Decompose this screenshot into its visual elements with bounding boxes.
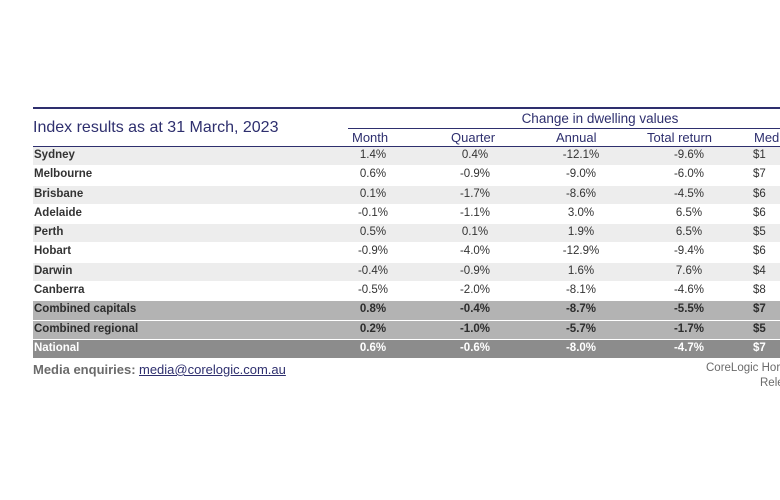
cell-median: $6	[753, 245, 766, 258]
cell-median: $7	[753, 341, 766, 354]
cell-quarter: -1.1%	[459, 206, 491, 219]
top-rule	[33, 107, 780, 109]
cell-total-return: -4.6%	[673, 284, 705, 297]
source-note-line1: CoreLogic Hor	[706, 362, 780, 374]
row-name: Sydney	[34, 149, 75, 161]
table-row-sydney: Sydney 1.4% 0.4% -12.1% -9.6% $1	[33, 147, 780, 167]
row-name: Melbourne	[34, 168, 93, 181]
cell-total-return: 6.5%	[675, 206, 703, 219]
cell-quarter: -1.0%	[459, 322, 491, 335]
row-name: Brisbane	[34, 187, 84, 200]
cell-month: -0.1%	[357, 206, 389, 219]
cell-month: -0.9%	[357, 245, 389, 258]
table-title: Index results as at 31 March, 2023	[33, 119, 279, 136]
media-email-link[interactable]: media@corelogic.com.au	[139, 362, 286, 377]
row-name: Combined capitals	[34, 303, 137, 316]
cell-quarter: -0.9%	[459, 168, 491, 181]
cell-quarter: -1.7%	[459, 187, 491, 200]
table-row-brisbane: Brisbane 0.1% -1.7% -8.6% -4.5% $6	[33, 185, 780, 205]
cell-month: -0.4%	[357, 264, 389, 277]
cell-annual: 1.6%	[567, 264, 595, 277]
cell-total-return: 7.6%	[675, 264, 703, 277]
cell-total-return: -9.6%	[673, 149, 705, 161]
header-rule	[33, 146, 780, 147]
row-name: Perth	[34, 226, 64, 239]
source-note: CoreLogic Hor Releas	[706, 361, 780, 391]
results-table: Sydney 1.4% 0.4% -12.1% -9.6% $1 Melbour…	[33, 147, 780, 360]
cell-quarter: -2.0%	[459, 284, 491, 297]
cell-month: 0.5%	[359, 226, 387, 239]
cell-total-return: -4.7%	[673, 341, 705, 354]
cell-median: $6	[753, 187, 766, 200]
cell-total-return: -4.5%	[673, 187, 705, 200]
media-enquiries-label: Media enquiries:	[33, 362, 136, 377]
cell-annual: -8.6%	[565, 187, 597, 200]
row-name: Canberra	[34, 284, 85, 297]
row-name: Hobart	[34, 245, 72, 258]
cell-total-return: -6.0%	[673, 168, 705, 181]
cell-quarter: 0.1%	[461, 226, 489, 239]
table-row-melbourne: Melbourne 0.6% -0.9% -9.0% -6.0% $7	[33, 166, 780, 186]
column-header-median: Med	[754, 130, 780, 145]
table-row-national: National 0.6% -0.6% -8.0% -4.7% $7	[33, 339, 780, 360]
cell-median: $7	[753, 168, 766, 181]
cell-annual: 3.0%	[567, 206, 595, 219]
cell-median: $5	[753, 322, 766, 335]
source-note-line2: Releas	[760, 377, 780, 389]
cell-annual: -12.9%	[562, 245, 600, 258]
cell-median: $5	[753, 226, 766, 239]
table-row-combined-capitals: Combined capitals 0.8% -0.4% -8.7% -5.5%…	[33, 301, 780, 321]
row-name: Darwin	[34, 264, 73, 277]
cell-median: $1	[753, 149, 766, 161]
cell-quarter: -0.9%	[459, 264, 491, 277]
cell-quarter: -0.6%	[459, 341, 491, 354]
cell-annual: 1.9%	[567, 226, 595, 239]
cell-median: $4	[753, 264, 766, 277]
table-row-adelaide: Adelaide -0.1% -1.1% 3.0% 6.5% $6	[33, 205, 780, 225]
cell-month: 0.6%	[359, 168, 387, 181]
table-row-combined-regional: Combined regional 0.2% -1.0% -5.7% -1.7%…	[33, 320, 780, 340]
cell-month: 1.4%	[359, 149, 387, 161]
cell-median: $8	[753, 284, 766, 297]
table-row-darwin: Darwin -0.4% -0.9% 1.6% 7.6% $4	[33, 262, 780, 283]
row-name: Combined regional	[34, 322, 139, 335]
cell-month: -0.5%	[357, 284, 389, 297]
cell-quarter: -0.4%	[459, 303, 491, 316]
cell-median: $7	[753, 303, 766, 316]
cell-quarter: -4.0%	[459, 245, 491, 258]
cell-total-return: 6.5%	[675, 226, 703, 239]
row-name: National	[34, 341, 80, 354]
cell-month: 0.8%	[359, 303, 387, 316]
cell-month: 0.6%	[359, 341, 387, 354]
cell-month: 0.2%	[359, 322, 387, 335]
cell-total-return: -5.5%	[673, 303, 705, 316]
column-header-quarter: Quarter	[451, 130, 496, 145]
table-row-perth: Perth 0.5% 0.1% 1.9% 6.5% $5	[33, 224, 780, 244]
cell-total-return: -9.4%	[673, 245, 705, 258]
column-header-annual: Annual	[556, 130, 597, 145]
row-name: Adelaide	[34, 206, 82, 219]
group-header: Change in dwelling values	[521, 111, 679, 126]
column-header-month: Month	[352, 130, 389, 145]
cell-annual: -8.7%	[565, 303, 597, 316]
cell-annual: -8.1%	[565, 284, 597, 297]
column-header-total-return: Total return	[647, 130, 713, 145]
cell-annual: -5.7%	[565, 322, 597, 335]
cell-annual: -9.0%	[565, 168, 597, 181]
cell-total-return: -1.7%	[673, 322, 705, 335]
table-row-canberra: Canberra -0.5% -2.0% -8.1% -4.6% $8	[33, 282, 780, 302]
cell-median: $6	[753, 206, 766, 219]
cell-annual: -8.0%	[565, 341, 597, 354]
cell-annual: -12.1%	[562, 149, 600, 161]
table-row-hobart: Hobart -0.9% -4.0% -12.9% -9.4% $6	[33, 243, 780, 263]
cell-month: 0.1%	[359, 187, 387, 200]
cell-quarter: 0.4%	[461, 149, 489, 161]
group-rule	[348, 128, 780, 129]
